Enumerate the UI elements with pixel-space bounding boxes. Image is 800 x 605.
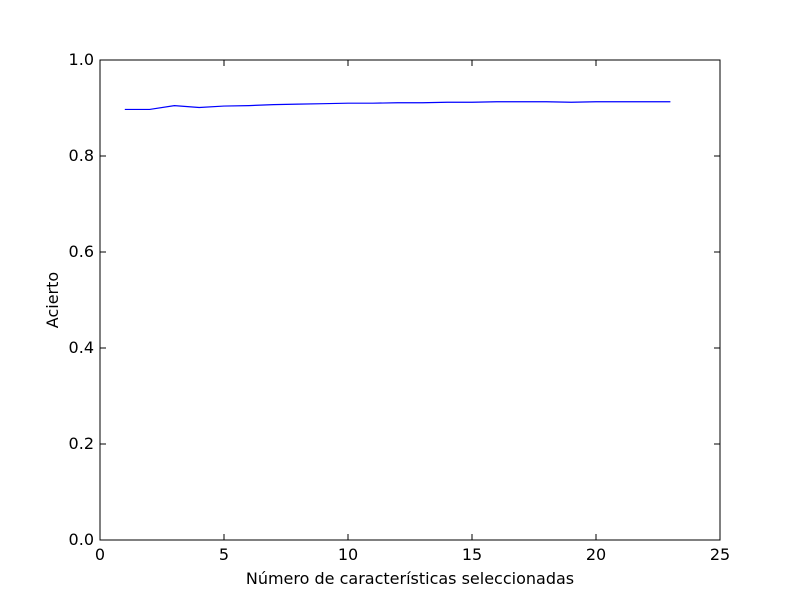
- y-tick-label: 1.0: [69, 50, 94, 69]
- y-tick-label: 0.4: [69, 338, 94, 357]
- y-tick-label: 0.2: [69, 434, 94, 453]
- x-tick-label: 0: [95, 545, 105, 564]
- x-tick-label: 5: [219, 545, 229, 564]
- x-tick-label: 20: [586, 545, 606, 564]
- y-axis-label: Acierto: [43, 272, 62, 328]
- plot-frame: [99, 59, 721, 541]
- x-tick-label: 25: [710, 545, 730, 564]
- x-tick-label: 15: [462, 545, 482, 564]
- x-axis-label: Número de características seleccionadas: [246, 569, 574, 588]
- ticks-layer: 0 5 10 15 20 25 0.0 0.2 0.4 0.6 0.8 1.0: [69, 50, 731, 564]
- y-tick-label: 0.8: [69, 146, 94, 165]
- y-tick-label: 0.0: [69, 530, 94, 549]
- y-tick-label: 0.6: [69, 242, 94, 261]
- x-tick-label: 10: [338, 545, 358, 564]
- series-layer: [124, 101, 671, 111]
- series-line-1: [124, 101, 671, 111]
